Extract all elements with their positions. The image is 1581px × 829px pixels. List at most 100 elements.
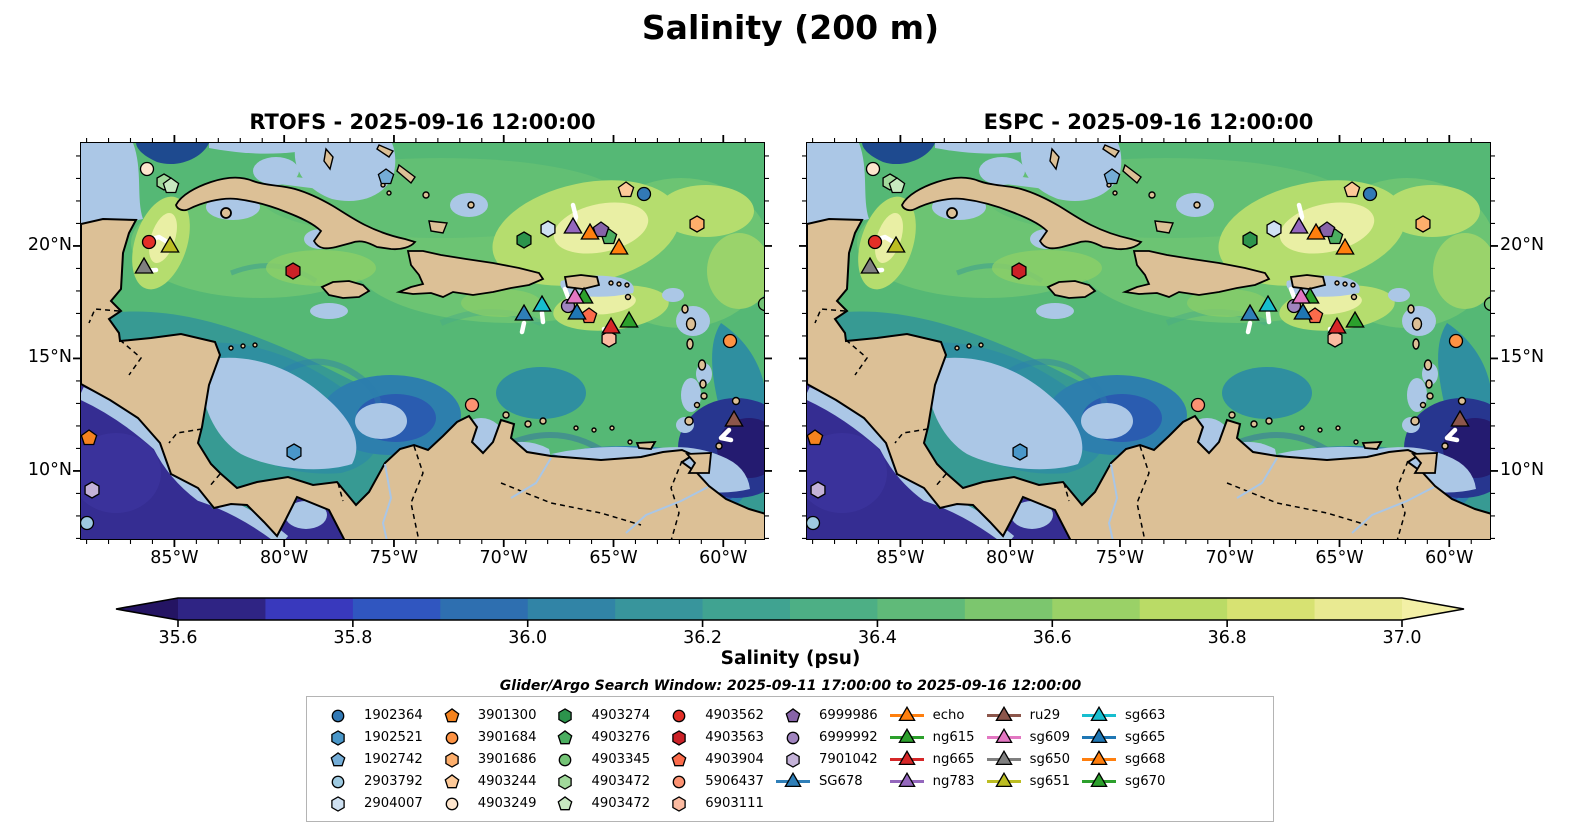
legend-label: 6999986: [818, 707, 878, 723]
marker-echo: [580, 222, 600, 240]
marker-SG678: [1240, 303, 1260, 321]
triangle-icon: [775, 771, 810, 787]
xtick-label: 65°W: [1315, 548, 1364, 568]
legend-column: 4903274 4903276 4903345 4903472 4903472: [546, 704, 650, 814]
triangle-icon: [889, 771, 924, 787]
marker-3901684: [445, 731, 459, 744]
legend-label: 2903792: [364, 773, 423, 789]
marker-sg665: [1293, 302, 1313, 320]
marker-sg651: [886, 235, 906, 253]
hexagon-icon: [786, 751, 800, 768]
marker-7901042: [810, 481, 826, 499]
marker-4903472a: [558, 773, 573, 790]
colorbar-tick-label: 35.6: [158, 628, 198, 648]
legend-label: sg663: [1125, 707, 1166, 723]
figure-title: Salinity (200 m): [641, 8, 940, 47]
marker-7901042: [84, 481, 100, 499]
triangle-icon: [986, 705, 1021, 721]
legend-item-4903244: 4903244: [433, 770, 536, 792]
legend-label: 4903274: [591, 707, 651, 723]
legend-label: 6903111: [705, 795, 764, 811]
legend-column: 1902364 1902521 1902742 2903792 2904007: [319, 704, 423, 814]
marker-4903904: [671, 751, 687, 766]
marker-ng665: [601, 316, 621, 334]
marker-3901300: [444, 707, 460, 722]
legend-label: sg609: [1029, 729, 1070, 745]
legend-item-4903562: 4903562: [660, 704, 764, 726]
triangle-icon: [986, 771, 1021, 787]
legend-item-ng615: ng615: [888, 726, 975, 748]
marker-4903472b: [162, 177, 180, 194]
legend-label: 4903904: [705, 751, 764, 767]
marker-echo: [1306, 222, 1326, 240]
marker-sg670: [1090, 771, 1108, 787]
colorbar-tick-label: 36.0: [508, 628, 548, 648]
legend-label: ng783: [932, 773, 975, 789]
legend-label: 5906437: [705, 773, 764, 789]
hexagon-icon: [331, 795, 345, 812]
marker-2903792: [807, 515, 821, 531]
triangle-icon: [889, 705, 924, 721]
legend-item-sg609: sg609: [985, 726, 1070, 748]
xtick-label: 70°W: [479, 548, 528, 568]
marker-4903244: [1343, 181, 1361, 198]
marker-SG678: [514, 303, 534, 321]
marker-4903345: [559, 753, 572, 766]
xtick-label: 85°W: [876, 548, 925, 568]
xtick-label: 60°W: [699, 548, 748, 568]
marker-4903244: [617, 181, 635, 198]
marker-SG678: [784, 771, 802, 787]
colorbar-tick-label: 36.6: [1032, 628, 1072, 648]
legend-label: ng615: [932, 729, 975, 745]
triangle-icon: [1082, 727, 1116, 743]
marker-6999992: [786, 731, 800, 744]
legend-item-4903249: 4903249: [433, 792, 536, 814]
marker-4903563: [672, 729, 686, 746]
legend-column: ru29 sg609 sg650 sg651: [985, 704, 1070, 814]
marker-ng615: [897, 727, 916, 743]
legend-label: 4903472: [591, 773, 651, 789]
legend-item-7901042: 7901042: [774, 748, 878, 770]
marker-1902742: [1103, 168, 1121, 185]
legend-item-ng665: ng665: [888, 748, 975, 770]
legend-item-4903274: 4903274: [546, 704, 650, 726]
marker-sg670: [1345, 310, 1365, 328]
marker-ng665: [897, 749, 916, 765]
legend-column: sg663 sg665 sg668 sg670: [1080, 704, 1165, 814]
marker-sg650: [134, 256, 154, 274]
marker-4903562: [867, 234, 883, 250]
legend-item-sg651: sg651: [985, 770, 1070, 792]
colorbar-tick-label: 36.8: [1207, 628, 1247, 648]
map-title-espc: ESPC - 2025-09-16 12:00:00: [983, 110, 1314, 134]
legend-label: echo: [932, 707, 965, 723]
legend-item-4903276: 4903276: [546, 726, 650, 748]
legend-column: 3901300 3901684 3901686 4903244 4903249: [433, 704, 536, 814]
hexagon-icon: [558, 773, 573, 790]
legend-item-3901300: 3901300: [433, 704, 536, 726]
circle-icon: [445, 731, 459, 744]
marker-4903563: [1011, 262, 1027, 280]
circle-icon: [672, 709, 686, 722]
legend: 1902364 1902521 1902742 2903792 2904007 39013…: [306, 696, 1274, 822]
legend-label: 4903345: [591, 751, 651, 767]
legend-item-sg670: sg670: [1080, 770, 1165, 792]
marker-3901686: [1415, 215, 1431, 233]
legend-label: sg665: [1125, 729, 1166, 745]
ytick-label: 20°N: [1500, 234, 1545, 255]
colorbar-label: Salinity (psu): [720, 648, 861, 669]
marker-6999986: [785, 707, 801, 722]
xtick-label: 75°W: [1095, 548, 1145, 568]
marker-6903111: [601, 330, 617, 348]
legend-label: 4903562: [705, 707, 764, 723]
legend-label: 7901042: [818, 751, 878, 767]
legend-column: 6999986 6999992 7901042 SG678: [774, 704, 878, 814]
legend-column: 4903562 4903563 4903904 5906437 6903111: [660, 704, 764, 814]
pentagon-icon: [671, 751, 687, 766]
legend-label: ru29: [1029, 707, 1061, 723]
triangle-icon: [889, 749, 924, 765]
legend-item-4903472b: 4903472: [546, 792, 650, 814]
triangle-icon: [986, 727, 1021, 743]
legend-label: 6999992: [818, 729, 878, 745]
marker-1902742: [377, 168, 395, 185]
legend-item-echo: echo: [888, 704, 975, 726]
